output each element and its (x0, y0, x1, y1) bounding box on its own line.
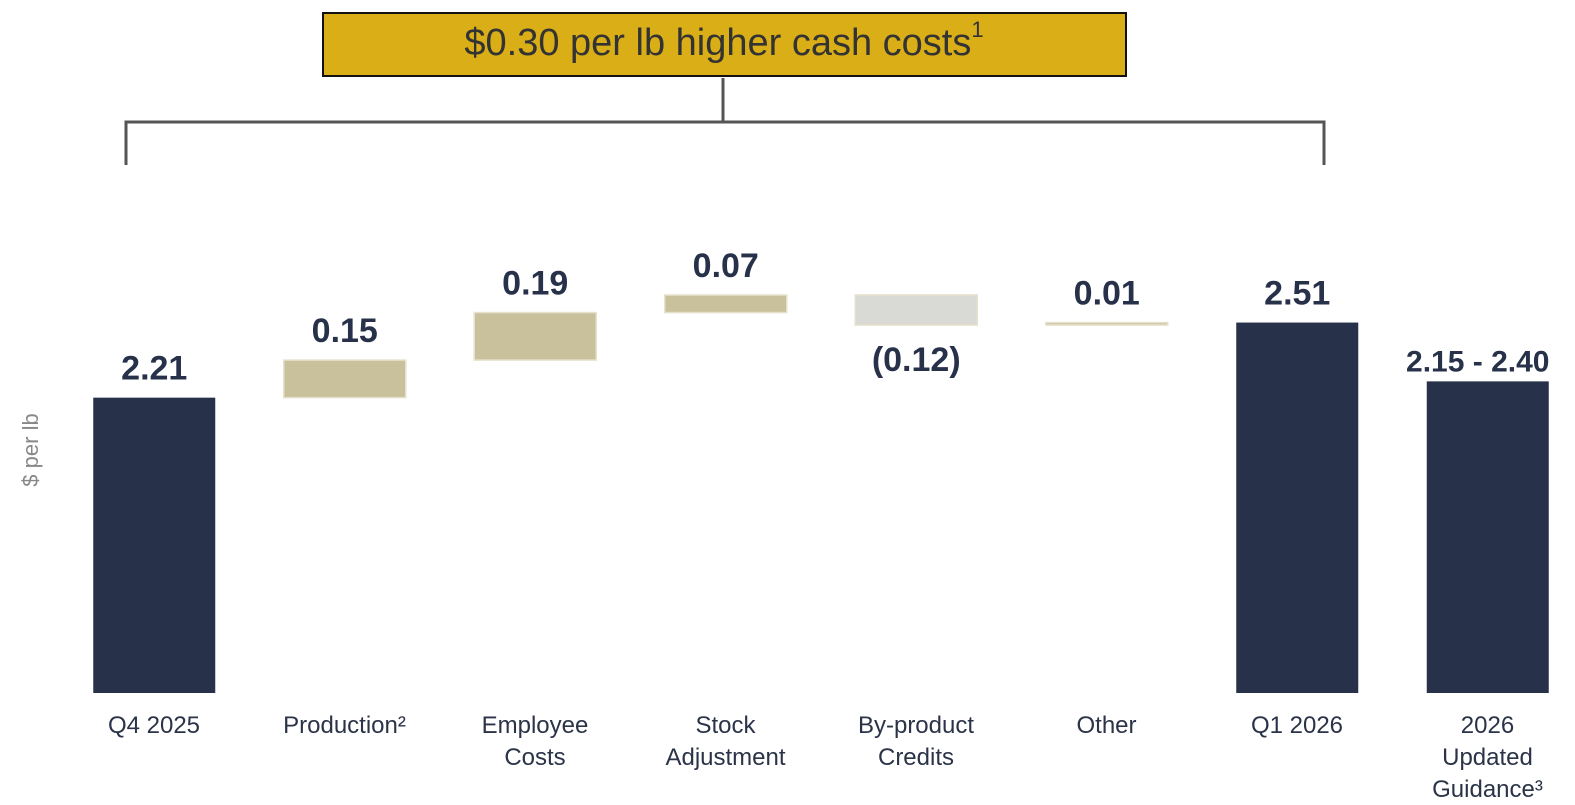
bar (1045, 321, 1169, 326)
banner-text: $0.30 per lb higher cash costs1 (464, 17, 983, 64)
bar (283, 359, 407, 399)
bar (93, 397, 216, 693)
guidance-bar (1426, 381, 1549, 693)
value-label: 0.15 (312, 312, 378, 350)
bar (1236, 322, 1359, 693)
y-axis-label: $ per lb (18, 413, 43, 486)
x-tick-label: Other (1076, 712, 1137, 739)
value-label: 0.01 (1074, 275, 1140, 313)
x-tick-label: By-product Credits (857, 712, 975, 771)
x-tick-label: Stock Adjustment (665, 712, 786, 771)
x-tick-label: Production² (283, 712, 406, 739)
banner-footnote: 1 (971, 17, 983, 42)
bar (854, 294, 978, 326)
value-label: 0.07 (693, 247, 759, 285)
x-tick-label: 2026 Updated Guidance³ (1432, 712, 1543, 803)
value-label: 2.21 (121, 350, 187, 388)
bar (473, 311, 597, 361)
bracket (124, 78, 1326, 165)
bar (664, 294, 788, 314)
banner-title: $0.30 per lb higher cash costs (464, 22, 971, 64)
banner-box (322, 12, 1127, 77)
value-label: 2.15 - 2.40 (1406, 345, 1549, 378)
value-label: (0.12) (872, 341, 961, 379)
x-tick-label: Employee Costs (481, 712, 589, 771)
x-tick-label: Q1 2026 (1250, 712, 1344, 739)
x-tick-label: Q4 2025 (107, 712, 201, 739)
value-label: 0.19 (502, 265, 568, 303)
value-label: 2.51 (1264, 275, 1330, 313)
